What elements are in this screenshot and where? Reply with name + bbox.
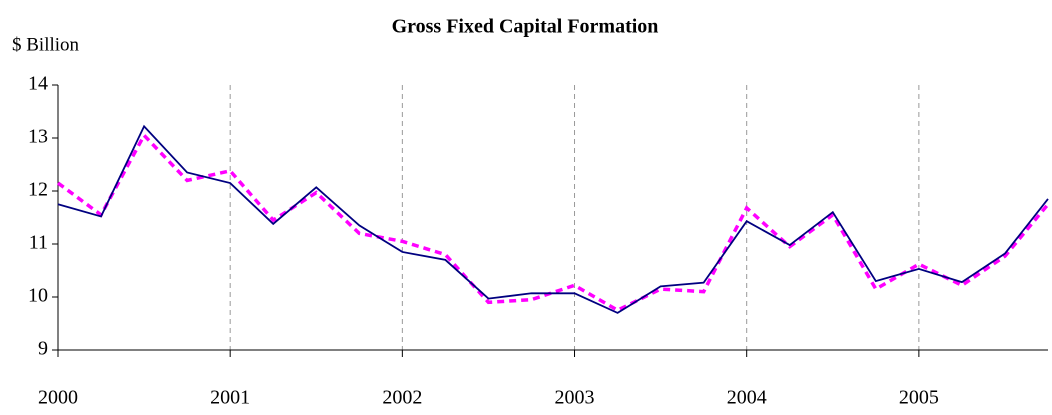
y-tick-label: 9 [38,338,48,360]
y-tick-label: 13 [28,126,48,148]
x-tick-label: 2004 [727,387,767,409]
data-line [56,132,1050,313]
y-tick-label: 10 [28,285,48,307]
y-tick-label: 12 [28,179,48,201]
y-axis-label: $ Billion [12,34,80,55]
x-tick-label: 2000 [38,387,78,409]
x-tick-label: 2001 [210,387,250,409]
y-tick-label: 11 [29,232,48,254]
chart-title: Gross Fixed Capital Formation [392,16,659,38]
data-line [57,124,1049,314]
y-tick-label: 14 [28,73,48,95]
x-tick-label: 2002 [382,387,422,409]
x-tick-label: 2005 [899,387,939,409]
x-tick-label: 2003 [555,387,595,409]
